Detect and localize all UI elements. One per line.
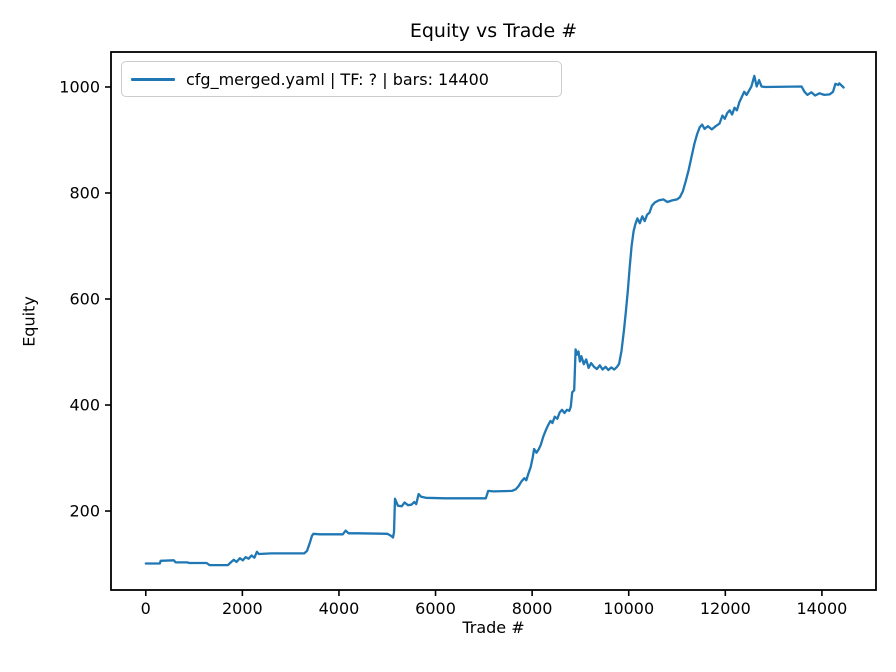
y-tick-label: 400 <box>69 396 100 415</box>
y-tick-label: 200 <box>69 502 100 521</box>
x-tick-label: 12000 <box>700 599 751 618</box>
y-axis-label: Equity <box>19 296 39 347</box>
x-tick-label: 8000 <box>512 599 553 618</box>
y-tick-label: 600 <box>69 290 100 309</box>
x-tick-label: 10000 <box>603 599 654 618</box>
legend-label: cfg_merged.yaml | TF: ? | bars: 14400 <box>186 69 489 89</box>
plot-frame <box>110 51 877 591</box>
y-tick-label: 800 <box>69 183 100 202</box>
x-tick-label: 0 <box>141 599 151 618</box>
legend-line-swatch <box>131 77 175 81</box>
y-tick-label: 1000 <box>59 77 100 96</box>
chart-title: Equity vs Trade # <box>409 20 578 42</box>
x-axis-label: Trade # <box>462 618 525 637</box>
legend: cfg_merged.yaml | TF: ? | bars: 14400 <box>121 61 562 97</box>
x-tick-label: 4000 <box>319 599 360 618</box>
x-tick-label: 6000 <box>415 599 456 618</box>
equity-line <box>144 74 845 567</box>
x-tick-label: 2000 <box>222 599 263 618</box>
x-tick-label: 14000 <box>796 599 847 618</box>
